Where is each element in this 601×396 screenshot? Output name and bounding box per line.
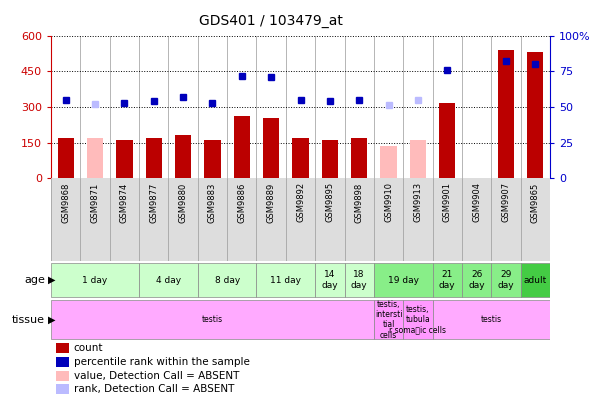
Text: GSM9895: GSM9895 bbox=[325, 182, 334, 223]
Bar bbox=[51, 263, 139, 297]
Bar bbox=[56, 357, 69, 367]
Bar bbox=[51, 300, 374, 339]
Text: 26
day: 26 day bbox=[468, 270, 485, 290]
Text: percentile rank within the sample: percentile rank within the sample bbox=[73, 357, 249, 367]
Bar bbox=[462, 263, 491, 297]
Bar bbox=[145, 138, 162, 178]
Bar bbox=[87, 138, 103, 178]
Text: GSM9868: GSM9868 bbox=[61, 182, 70, 223]
Text: GSM9907: GSM9907 bbox=[501, 182, 510, 223]
Bar bbox=[117, 140, 132, 178]
Text: age: age bbox=[24, 275, 45, 285]
Text: value, Detection Call = ABSENT: value, Detection Call = ABSENT bbox=[73, 371, 239, 381]
Bar bbox=[175, 135, 191, 178]
Bar bbox=[322, 140, 338, 178]
Text: 19 day: 19 day bbox=[388, 276, 419, 285]
Bar bbox=[410, 140, 426, 178]
Text: GSM9880: GSM9880 bbox=[178, 182, 188, 223]
Text: 14
day: 14 day bbox=[322, 270, 338, 290]
Text: GSM9871: GSM9871 bbox=[91, 182, 100, 223]
Text: GSM9910: GSM9910 bbox=[384, 182, 393, 223]
Text: ▶: ▶ bbox=[48, 275, 55, 285]
Text: 8 day: 8 day bbox=[215, 276, 240, 285]
Text: rank, Detection Call = ABSENT: rank, Detection Call = ABSENT bbox=[73, 385, 234, 394]
Bar bbox=[263, 118, 279, 178]
Bar bbox=[433, 300, 550, 339]
Text: 29
day: 29 day bbox=[498, 270, 514, 290]
Text: GSM9883: GSM9883 bbox=[208, 182, 217, 223]
Bar bbox=[56, 385, 69, 394]
Bar bbox=[344, 263, 374, 297]
Bar bbox=[315, 263, 344, 297]
Bar bbox=[198, 263, 257, 297]
Text: ▶: ▶ bbox=[48, 315, 55, 325]
Bar bbox=[374, 300, 403, 339]
Text: GDS401 / 103479_at: GDS401 / 103479_at bbox=[198, 14, 343, 28]
Bar bbox=[293, 138, 308, 178]
Bar bbox=[257, 263, 315, 297]
Text: 18
day: 18 day bbox=[351, 270, 367, 290]
Text: GSM9889: GSM9889 bbox=[267, 182, 276, 223]
Text: GSM9898: GSM9898 bbox=[355, 182, 364, 223]
Text: testis,
intersti
tial
cells: testis, intersti tial cells bbox=[375, 300, 402, 340]
Bar bbox=[498, 50, 514, 178]
Bar bbox=[491, 263, 520, 297]
Bar bbox=[374, 263, 433, 297]
Bar bbox=[56, 343, 69, 353]
Bar bbox=[527, 52, 543, 178]
Bar bbox=[433, 263, 462, 297]
Bar bbox=[439, 103, 456, 178]
Text: GSM9904: GSM9904 bbox=[472, 182, 481, 223]
Text: tissue: tissue bbox=[12, 315, 45, 325]
Text: testis: testis bbox=[481, 315, 502, 324]
Text: testis: testis bbox=[202, 315, 223, 324]
Text: GSM9865: GSM9865 bbox=[531, 182, 540, 223]
Bar bbox=[351, 138, 367, 178]
Bar bbox=[403, 300, 433, 339]
Text: testis,
tubula
r soma	ic cells: testis, tubula r soma ic cells bbox=[389, 305, 447, 335]
Bar bbox=[234, 116, 250, 178]
Text: count: count bbox=[73, 343, 103, 353]
Text: 1 day: 1 day bbox=[82, 276, 108, 285]
Text: GSM9874: GSM9874 bbox=[120, 182, 129, 223]
Bar bbox=[139, 263, 198, 297]
Bar bbox=[204, 140, 221, 178]
Bar bbox=[56, 371, 69, 381]
Text: GSM9901: GSM9901 bbox=[443, 182, 452, 223]
Text: 21
day: 21 day bbox=[439, 270, 456, 290]
Text: GSM9892: GSM9892 bbox=[296, 182, 305, 223]
Bar bbox=[58, 138, 74, 178]
Bar bbox=[520, 263, 550, 297]
Text: 11 day: 11 day bbox=[270, 276, 301, 285]
Text: adult: adult bbox=[523, 276, 547, 285]
Bar bbox=[380, 146, 397, 178]
Text: GSM9886: GSM9886 bbox=[237, 182, 246, 223]
Text: 4 day: 4 day bbox=[156, 276, 181, 285]
Text: GSM9877: GSM9877 bbox=[149, 182, 158, 223]
Text: GSM9913: GSM9913 bbox=[413, 182, 423, 223]
